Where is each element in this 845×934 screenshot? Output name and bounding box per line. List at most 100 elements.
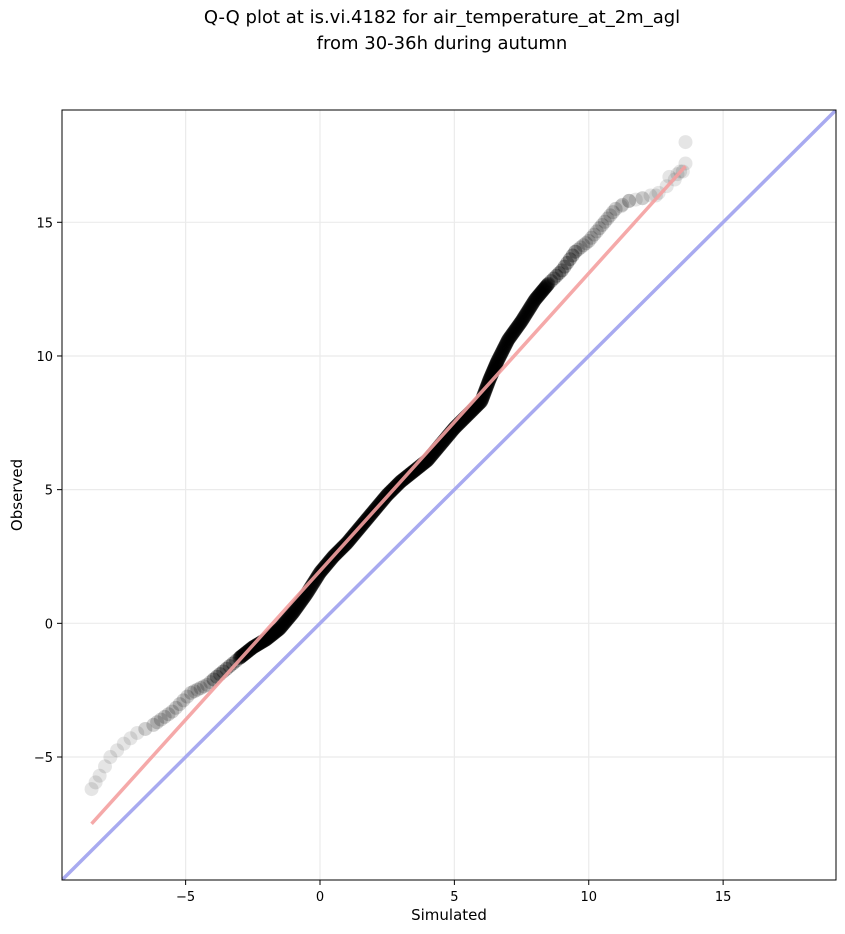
quantile-point [534, 284, 549, 299]
quantile-point [540, 278, 555, 293]
quantile-point [530, 289, 545, 304]
quantile-point [269, 624, 284, 639]
quantile-point [489, 355, 504, 370]
quantile-point [532, 288, 547, 303]
quantile-point [597, 214, 612, 229]
quantile-point [573, 240, 588, 255]
quantile-point [494, 346, 509, 361]
quantile-point [513, 315, 528, 330]
quantile-point [568, 244, 583, 259]
plot-frame [61, 109, 837, 881]
quantile-point [581, 234, 596, 249]
quantile-point [286, 604, 301, 619]
quantile-point [267, 625, 282, 640]
y-tick-label: 10 [36, 350, 53, 365]
quantile-point [263, 628, 278, 643]
quantile-point [514, 314, 529, 329]
quantile-point [308, 571, 323, 586]
quantile-point [497, 340, 512, 355]
quantile-point [589, 224, 604, 239]
quantile-point [403, 466, 418, 481]
quantile-point [492, 350, 507, 365]
quantile-point [150, 715, 165, 730]
quantile-point [579, 236, 594, 251]
quantile-point [526, 294, 541, 309]
quantile-point [287, 603, 302, 618]
quantile-point [404, 466, 419, 481]
quantile-point [172, 697, 187, 712]
quantile-point [503, 329, 518, 344]
quantile-point [540, 277, 555, 292]
quantile-point [518, 307, 533, 322]
quantile-point [168, 700, 183, 715]
quantile-point [489, 357, 504, 372]
quantile-point [225, 656, 240, 671]
quantile-point [497, 339, 512, 354]
quantile-point [615, 197, 630, 212]
quantile-point [483, 371, 498, 386]
quantile-point [180, 689, 195, 704]
quantile-point [130, 725, 145, 740]
quantile-point [265, 627, 280, 642]
quantile-point [541, 276, 556, 291]
quantile-point [488, 358, 503, 373]
quantile-point [491, 352, 506, 367]
quantile-point [187, 684, 202, 699]
quantile-point [203, 675, 218, 690]
quantile-point [278, 615, 293, 630]
quantile-point [292, 596, 307, 611]
quantile-point [517, 309, 532, 324]
quantile-point [536, 282, 551, 297]
quantile-point [280, 612, 295, 627]
quantile-point [554, 263, 569, 278]
quantile-point [309, 570, 324, 585]
quantile-point [282, 610, 297, 625]
quantile-point [405, 465, 420, 480]
quantile-point [487, 359, 502, 374]
quantile-point [628, 192, 643, 207]
quantile-point [539, 279, 554, 294]
quantile-point [268, 624, 283, 639]
quantile-point [249, 637, 264, 652]
quantile-point [495, 344, 510, 359]
quantile-point [527, 293, 542, 308]
quantile-point [608, 201, 623, 216]
quantile-point [524, 298, 539, 313]
quantile-point [501, 332, 516, 347]
quantile-point [538, 279, 553, 294]
quantile-point [502, 331, 517, 346]
quantile-point [517, 308, 532, 323]
y-tick-label: 0 [45, 617, 53, 632]
quantile-point [523, 299, 538, 314]
quantile-point [509, 320, 524, 335]
axis-ticks: −5 0 5 10 15 −5 0 5 10 15 [34, 216, 732, 905]
quantile-point [678, 135, 693, 150]
quantile-point [493, 348, 508, 363]
quantile-point [248, 638, 263, 653]
x-tick-label: −5 [176, 890, 195, 905]
quantile-point [536, 283, 551, 298]
quantile-point [522, 301, 537, 316]
quantile-point [576, 238, 591, 253]
quantile-point [622, 193, 637, 208]
quantile-point [284, 608, 299, 623]
quantile-point [146, 717, 161, 732]
quantile-point [537, 281, 552, 296]
quantile-point [291, 598, 306, 613]
quantile-point [529, 291, 544, 306]
quantile-point [494, 345, 509, 360]
quantile-point [519, 305, 534, 320]
quantile-point [138, 721, 153, 736]
quantile-point [544, 274, 559, 289]
quantile-point [651, 185, 666, 200]
quantile-point [500, 335, 515, 350]
quantile-point [495, 343, 510, 358]
quantile-point [270, 623, 285, 638]
quantile-point [505, 326, 520, 341]
quantile-point [265, 627, 280, 642]
quantile-point [249, 638, 264, 653]
quantile-point [525, 297, 540, 312]
quantile-point [184, 685, 198, 700]
fit-line [90, 164, 687, 826]
